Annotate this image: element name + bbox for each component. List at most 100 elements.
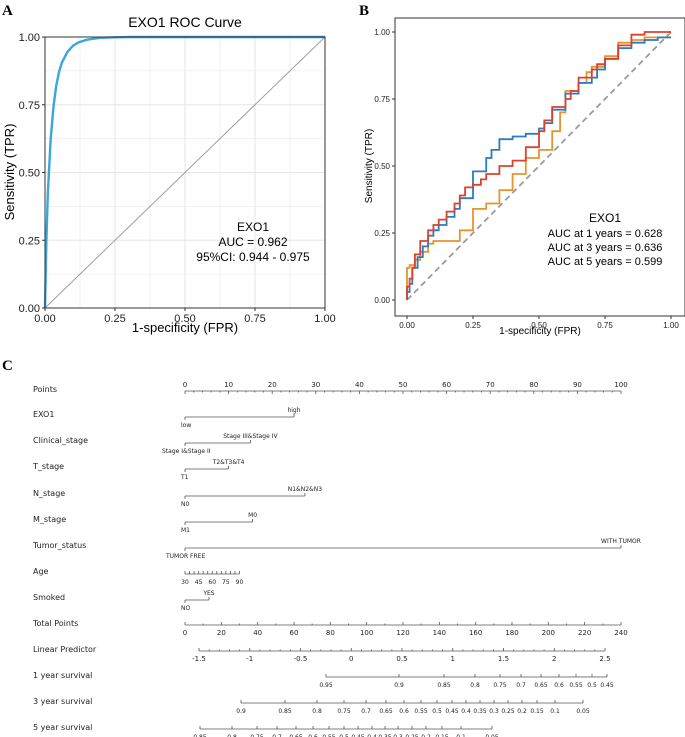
survival-tick-label: 0.1 [456, 734, 466, 737]
linear-predictor-tick-label: 1.5 [498, 655, 509, 663]
survival-tick-label: 0.15 [435, 734, 449, 737]
linear-predictor-tick-label: -1.5 [192, 655, 206, 663]
panel-a-title: EXO1 ROC Curve [128, 14, 242, 30]
panel-letter-c: C [2, 358, 13, 374]
survival-tick-label: 0.7 [361, 708, 371, 715]
total-points-tick-label: 240 [614, 629, 627, 637]
survival-tick-label: 0.9 [394, 682, 404, 689]
linear-predictor-tick-label: 2 [552, 655, 556, 663]
survival-tick-label: 0.2 [421, 734, 431, 737]
nomogram-row-label: Tumor_status [32, 541, 86, 550]
panel-c-nomogram: Points 0 10 20 30 40 50 60 70 80 90 100EXO1lowhighC… [32, 381, 641, 737]
panel-a-xtick-label: 1.00 [314, 313, 335, 325]
linear-predictor-tick-label: -1 [246, 655, 253, 663]
points-tick-label: 60 [442, 381, 451, 389]
survival-tick-label: 0.4 [461, 708, 471, 715]
panel-a-xtick-label: 0.50 [174, 313, 195, 325]
nomogram-level-label: WITH TUMOR [601, 538, 641, 545]
panel-a-annotation-ci: 95%CI: 0.944 - 0.975 [196, 250, 310, 264]
nomogram-row-label: Linear Predictor [33, 645, 97, 654]
panel-a-xtick-label: 0.25 [104, 313, 125, 325]
panel-b-roc: 0.00 0.25 0.50 0.75 1.00 0.00 0.25 0.50 0.75 1.00… [364, 17, 685, 337]
survival-tick-label: 0.75 [250, 734, 264, 737]
survival-tick-label: 0.25 [405, 734, 419, 737]
panel-b-xtick-label: 0.50 [531, 321, 547, 330]
panel-b-reference-line [406, 31, 672, 301]
panel-b-xtick-label: 0.00 [399, 321, 415, 330]
points-tick-label: 40 [355, 381, 364, 389]
survival-tick-label: 0.05 [576, 708, 590, 715]
survival-tick-label: 0.35 [378, 734, 392, 737]
panel-b-legend-5yr: AUC at 5 years = 0.599 [548, 256, 663, 268]
survival-tick-label: 0.35 [473, 708, 487, 715]
nomogram-row-label: Clinical_stage [33, 436, 88, 445]
total-points-tick-label: 160 [469, 629, 482, 637]
panel-b-xtick-label: 0.25 [465, 321, 481, 330]
nomogram-level-label: M1 [181, 527, 190, 534]
survival-tick-label: 0.7 [272, 734, 282, 737]
panel-a-xtick-label: 0.00 [34, 313, 55, 325]
linear-predictor-tick-label: 0.5 [396, 655, 407, 663]
survival-tick-label: 0.6 [399, 708, 409, 715]
panel-b-xlabel: 1-specificity (FPR) [499, 326, 581, 337]
panel-b-frame [394, 17, 685, 317]
survival-tick-label: 0.65 [379, 708, 393, 715]
survival-tick-label: 0.85 [437, 682, 451, 689]
nomogram-row-label: Smoked [33, 593, 65, 602]
panel-a-ylabel: Sensitivity (TPR) [2, 124, 17, 221]
panel-b-xtick-label: 1.00 [663, 321, 679, 330]
nomogram-row-label: N_stage [33, 489, 65, 498]
nomogram-row-label: 1 year survival [33, 671, 92, 680]
nomogram-level-label: low [181, 422, 191, 429]
panel-a-xtick-label: 0.75 [244, 313, 265, 325]
survival-tick-label: 0.05 [485, 734, 499, 737]
panel-b-xtick-label: 0.75 [597, 321, 613, 330]
points-tick-label: 20 [268, 381, 277, 389]
total-points-tick-label: 0 [183, 629, 187, 637]
nomogram-level-label: YES [202, 590, 214, 597]
panel-a-ytick-label: 0.00 [19, 303, 40, 315]
nomogram-row-label: 5 year survival [33, 723, 92, 732]
survival-tick-label: 0.65 [289, 734, 303, 737]
panel-b-legend-3yr: AUC at 3 years = 0.636 [548, 242, 663, 254]
nomogram-row-label: EXO1 [33, 410, 54, 419]
survival-tick-label: 0.25 [501, 708, 515, 715]
survival-tick-label: 0.15 [530, 708, 544, 715]
nomogram-level-label: M0 [248, 512, 257, 519]
panel-b-ytick-label: 0.75 [374, 95, 390, 104]
age-tick-label: 60 [208, 579, 216, 586]
survival-tick-label: 0.45 [445, 708, 459, 715]
survival-tick-label: 0.5 [587, 682, 597, 689]
survival-tick-label: 0.4 [367, 734, 377, 737]
survival-tick-label: 0.8 [312, 708, 322, 715]
total-points-tick-label: 40 [253, 629, 262, 637]
total-points-tick-label: 20 [217, 629, 226, 637]
survival-tick-label: 0.5 [432, 708, 442, 715]
nomogram-level-label: N0 [181, 501, 189, 508]
panel-b-ytick-label: 1.00 [374, 28, 390, 37]
panel-a-reference-line [44, 36, 326, 309]
nomogram-row-label: Points [33, 385, 57, 394]
total-points-tick-label: 60 [290, 629, 299, 637]
survival-tick-label: 0.85 [193, 734, 207, 737]
survival-tick-label: 0.45 [351, 734, 365, 737]
survival-tick-label: 0.55 [569, 682, 583, 689]
points-tick-label: 100 [614, 381, 627, 389]
survival-tick-label: 0.75 [493, 682, 507, 689]
survival-tick-label: 0.2 [517, 708, 527, 715]
survival-tick-label: 0.3 [489, 708, 499, 715]
total-points-tick-label: 200 [542, 629, 555, 637]
nomogram-level-label: N1&N2&N3 [288, 486, 322, 493]
nomogram-row-label: Total Points [32, 619, 78, 628]
survival-tick-label: 0.8 [470, 682, 480, 689]
total-points-tick-label: 100 [360, 629, 373, 637]
age-tick-label: 30 [181, 579, 189, 586]
panel-letter-a: A [2, 3, 13, 19]
points-tick-label: 50 [399, 381, 408, 389]
linear-predictor-tick-label: 1 [451, 655, 455, 663]
linear-predictor-tick-label: 0 [349, 655, 353, 663]
panel-a-ytick-label: 0.25 [19, 235, 40, 247]
panel-b-curve-1yr [406, 31, 671, 300]
survival-tick-label: 0.3 [393, 734, 403, 737]
